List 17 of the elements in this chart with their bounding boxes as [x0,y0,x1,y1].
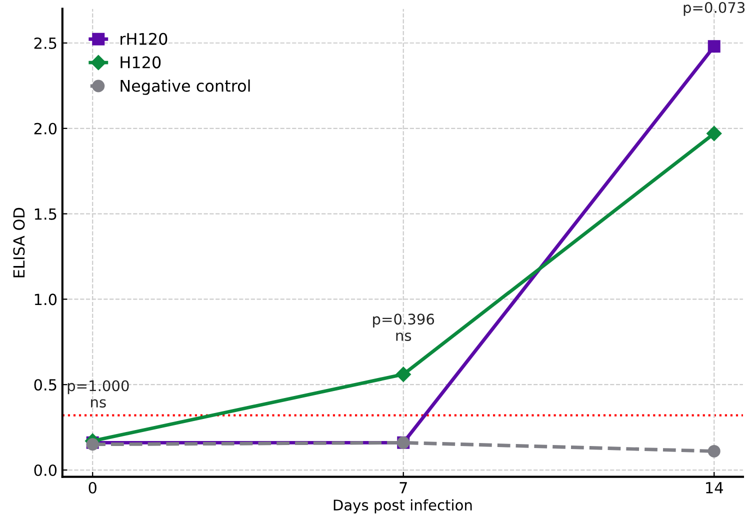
x-tick-label: 14 [706,482,723,494]
y-tick-label: 2.0 [34,122,57,134]
legend-label: rH120 [120,32,168,45]
x-tick-label: 0 [88,482,96,494]
legend-label: Negative control [120,79,250,95]
y-tick-label: 1.0 [34,294,57,306]
y-tick-label: 0.0 [34,464,57,476]
x-tick-label: 7 [400,482,407,494]
y-tick-label: 1.5 [34,208,56,220]
legend-label: H120 [120,56,161,68]
x-axis-title: Days post infection [334,499,472,514]
y-tick-label: 0.5 [34,379,56,391]
annotation: p=0.073 [684,2,745,16]
y-tick-label: 2.5 [34,37,56,50]
y-axis-title: ELISA OD [13,208,25,278]
annotation: p=1.000 ns [68,380,129,408]
annotation: p=0.396 ns [373,314,434,341]
